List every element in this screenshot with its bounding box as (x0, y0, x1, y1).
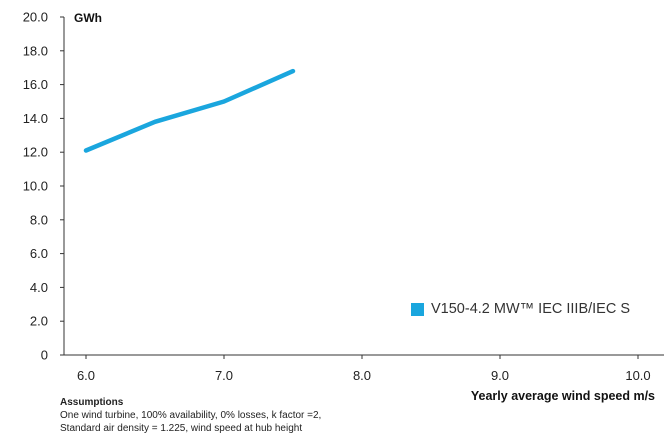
y-tick-label: 12.0 (23, 145, 48, 160)
assumptions-note: Assumptions One wind turbine, 100% avail… (60, 396, 390, 435)
x-tick-label: 8.0 (353, 368, 371, 383)
x-tick-label: 6.0 (77, 368, 95, 383)
legend-swatch (411, 302, 424, 316)
y-tick-label: 2.0 (30, 314, 48, 329)
series-line (83, 68, 296, 153)
y-tick-label: 14.0 (23, 111, 48, 126)
y-tick-label: 4.0 (30, 280, 48, 295)
y-tick-label: 6.0 (30, 246, 48, 261)
y-tick-label: 0 (41, 348, 48, 363)
x-tick-label: 10.0 (625, 368, 650, 383)
y-tick-label: 18.0 (23, 43, 48, 58)
assumptions-line-1: One wind turbine, 100% availability, 0% … (60, 410, 322, 421)
y-tick-label: 8.0 (30, 212, 48, 227)
unit-label: GWh (74, 11, 102, 25)
assumptions-line-2: Standard air density = 1.225, wind speed… (60, 423, 303, 434)
assumptions-title: Assumptions (60, 397, 124, 408)
x-tick-label: 9.0 (491, 368, 509, 383)
x-axis: 6.0 7.0 8.0 9.0 10.0 (64, 354, 664, 383)
series-layer (83, 68, 296, 153)
y-tick-label: 10.0 (23, 179, 48, 194)
legend-label: V150-4.2 MW™ IEC IIIB/IEC S (431, 301, 631, 317)
y-axis: 20.0 18.0 16.0 14.0 12.0 10.0 8.0 6.0 4.0 2.0 0 (23, 10, 65, 363)
x-tick-label: 7.0 (215, 368, 233, 383)
y-tick-label: 20.0 (23, 10, 48, 25)
y-tick-label: 16.0 (23, 77, 48, 92)
legend: V150-4.2 MW™ IEC IIIB/IEC S (411, 301, 630, 317)
x-axis-title: Yearly average wind speed m/s (471, 389, 655, 403)
